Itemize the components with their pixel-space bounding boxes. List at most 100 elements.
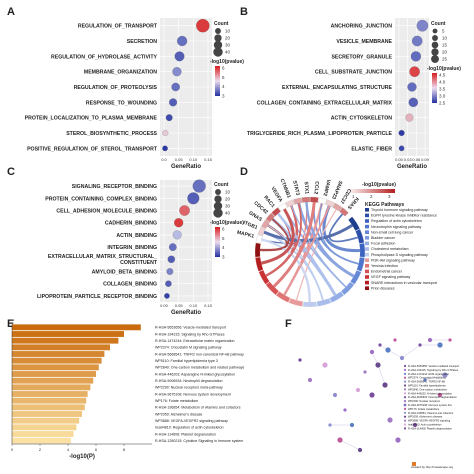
x-tick-label: 0.05 bbox=[175, 157, 184, 162]
legend-count-value: 5 bbox=[442, 29, 445, 34]
network-edges bbox=[330, 339, 450, 451]
legend-count-dot bbox=[432, 35, 438, 41]
network-node bbox=[343, 408, 347, 412]
gene-label: STX1 bbox=[303, 181, 310, 194]
chord-legend-bar bbox=[347, 189, 395, 193]
term-label: STEROL_BIOSYNTHETIC_PROCESS bbox=[66, 131, 157, 137]
network-legend-dot bbox=[403, 368, 407, 371]
legend-color-tick: 3.0 bbox=[439, 94, 446, 99]
x-axis-label: GeneRatio bbox=[171, 164, 201, 170]
network-node bbox=[442, 372, 448, 378]
bar-category-label: R-HSA-194315: Signaling by Rho GTPases bbox=[155, 332, 225, 336]
gene-label: VAMP2 bbox=[321, 179, 331, 197]
pathway-arc bbox=[258, 269, 270, 285]
chord-link bbox=[305, 202, 355, 278]
network-legend-dot bbox=[403, 380, 407, 383]
term-label: SECRETORY_GRANULE bbox=[331, 54, 392, 60]
chord-link bbox=[318, 203, 359, 265]
network-legend-label: R-HSA-9006934: Neutrophil degranulation bbox=[408, 395, 457, 399]
legend-count-value: 30 bbox=[225, 43, 231, 48]
gene-arc bbox=[301, 196, 310, 203]
bar bbox=[12, 344, 110, 351]
pathway-arc bbox=[275, 291, 291, 303]
pathway-legend-label: PI3K-Akt signaling pathway bbox=[371, 258, 415, 262]
network-legend-label: R-HSA-194315: Signaling by Rho GTPases bbox=[408, 368, 459, 372]
gene-arc bbox=[255, 234, 263, 244]
network-node bbox=[448, 338, 452, 342]
network-legend-label: WP2840: One-carbon metabolism bbox=[408, 387, 447, 391]
legend-color-title: -log10(pvalue) bbox=[210, 220, 244, 226]
network-legend-label: R-HSA-5653656: Vesicle-mediated transpor… bbox=[408, 364, 459, 368]
data-point bbox=[162, 130, 169, 137]
x-tick-label: 0.15 bbox=[204, 157, 213, 162]
gene-arc bbox=[293, 197, 303, 205]
chord-link bbox=[272, 202, 316, 288]
network-legend-label: WP2059: Alzheimer's disease bbox=[408, 415, 443, 419]
legend-count-value: 40 bbox=[225, 50, 231, 55]
data-point bbox=[405, 113, 414, 122]
x-axis-label: GeneRatio bbox=[397, 164, 427, 170]
legend-color-tick: 5 bbox=[222, 75, 225, 80]
data-point bbox=[416, 19, 429, 32]
x-tick-label: 0.10 bbox=[189, 303, 198, 308]
data-point bbox=[408, 97, 418, 108]
data-point bbox=[192, 179, 206, 193]
bar-category-label: R-HSA-5668541: TNFR2 non-canonical NF-kB… bbox=[155, 352, 244, 356]
pathway-arc bbox=[329, 291, 345, 303]
term-label: EXTERNAL_ENCAPSULATING_STRUCTURE bbox=[282, 85, 393, 91]
data-point bbox=[172, 67, 182, 77]
term-label: POSITIVE_REGULATION_OF_STEROL_TRANSPORT bbox=[27, 146, 158, 152]
term-label: PROTEIN_CONTAINING_COMPLEX_BINDING bbox=[45, 196, 157, 202]
bar-category-label: WP2290: Nuclear receptors meta-pathway bbox=[155, 386, 223, 390]
data-point bbox=[179, 205, 190, 216]
pathway-legend-label: SNARE interactions in vesicular transpor… bbox=[371, 281, 437, 285]
network-node bbox=[423, 378, 427, 382]
legend-color-tick: 4.0 bbox=[439, 80, 446, 85]
bar bbox=[12, 331, 124, 337]
data-point bbox=[169, 98, 178, 107]
gene-arc bbox=[317, 197, 327, 205]
bar bbox=[12, 384, 91, 391]
bar-category-label: R-HSA-446203: Asparagine N-linked glycos… bbox=[155, 372, 235, 376]
term-label: COLLAGEN_CONTAINING_EXTRACELLULAR_MATRIX bbox=[257, 100, 393, 106]
bar-category-label: R-HSA-1280215: Cytokine Signaling in Imm… bbox=[155, 439, 243, 443]
pathway-legend-swatch bbox=[365, 275, 369, 279]
data-point bbox=[177, 35, 188, 47]
bar bbox=[12, 437, 71, 444]
bar-x-tick-label: 6 bbox=[95, 447, 98, 452]
x-tick-label: 0.06 bbox=[412, 157, 421, 162]
gene-label: CCL2 bbox=[313, 181, 320, 195]
network-node bbox=[298, 358, 302, 362]
bar bbox=[12, 424, 77, 431]
bar-plot-area bbox=[12, 324, 152, 444]
pathway-legend-swatch bbox=[365, 264, 369, 268]
data-point bbox=[174, 218, 184, 228]
x-tick-label: 0.05 bbox=[175, 303, 184, 308]
legend-count-value: 20 bbox=[225, 197, 231, 202]
data-point bbox=[165, 114, 173, 122]
legend-color-bar bbox=[432, 73, 437, 103]
bar-x-tick-label: 8 bbox=[123, 447, 126, 452]
network-node bbox=[395, 437, 401, 443]
pathway-legend-label: Non-small cell lung cancer bbox=[371, 230, 414, 234]
bar bbox=[12, 377, 94, 384]
chord-link bbox=[265, 203, 302, 277]
bar bbox=[12, 417, 80, 424]
legend-count-value: 10 bbox=[442, 36, 448, 41]
network-legend-label: R-HSA-5668541: TNFR2 NF-kB bbox=[408, 380, 445, 384]
gene-arc bbox=[261, 219, 270, 229]
bar-category-label: WP2374: Oncostatin M signaling pathway bbox=[155, 346, 222, 350]
pathway-legend-swatch bbox=[365, 280, 369, 285]
gene-arc bbox=[339, 207, 349, 217]
data-point bbox=[172, 230, 182, 240]
pathway-legend-title: KEGG Pathways bbox=[365, 202, 404, 208]
network-legend-dot bbox=[403, 407, 407, 410]
pathway-legend-label: Prion diseases bbox=[371, 286, 395, 290]
network-node bbox=[412, 422, 418, 428]
legend-count-title: Count bbox=[214, 21, 229, 27]
legend-count-value: 15 bbox=[442, 43, 448, 48]
x-tick-label: 0.10 bbox=[189, 157, 198, 162]
term-label: SECRETION bbox=[127, 39, 158, 45]
gene-arc bbox=[325, 199, 335, 208]
